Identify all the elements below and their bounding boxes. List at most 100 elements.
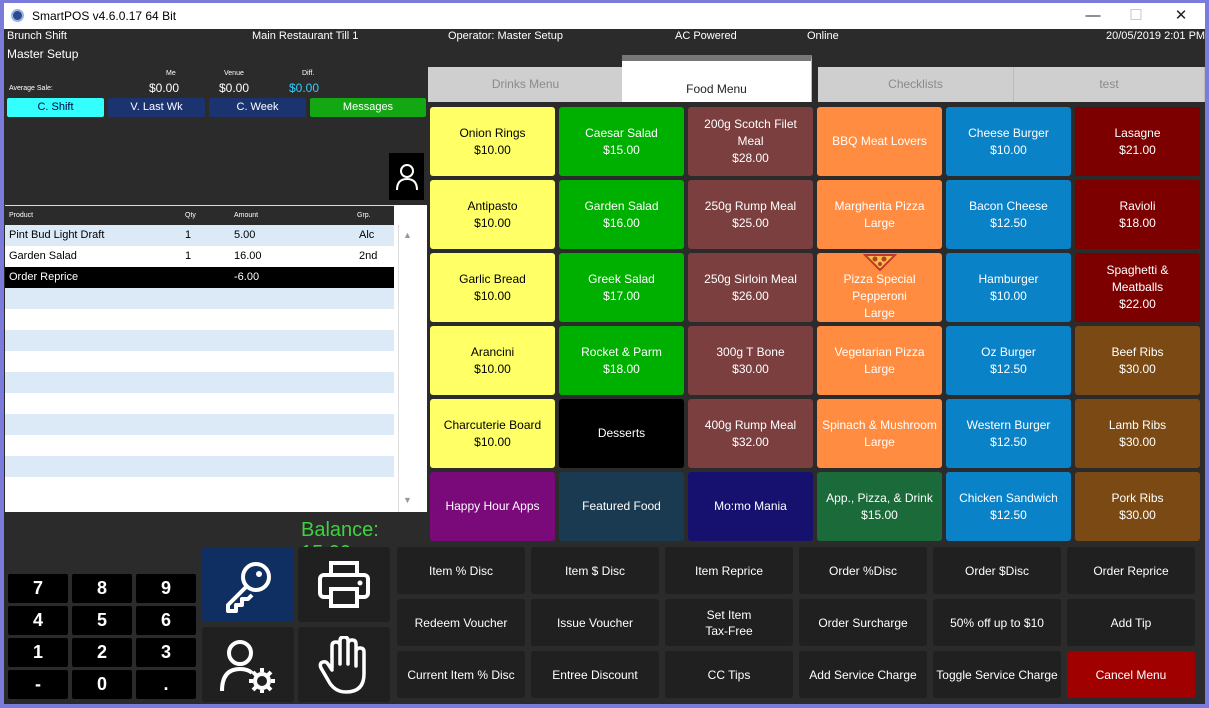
menu-item-250g-rump-meal[interactable]: 250g Rump Meal $25.00 [688, 180, 813, 249]
add-service-charge-button[interactable]: Add Service Charge [799, 651, 927, 698]
key-button[interactable] [202, 547, 294, 622]
menu-item-300g-t-bone[interactable]: 300g T Bone $30.00 [688, 326, 813, 395]
menu-item-western-burger[interactable]: Western Burger $12.50 [946, 399, 1071, 468]
numpad-key[interactable]: 9 [136, 574, 196, 603]
order-row[interactable] [5, 351, 394, 372]
order-row[interactable] [5, 330, 394, 351]
menu-item-mo-mo-mania[interactable]: Mo:mo Mania [688, 472, 813, 541]
minimize-button[interactable]: — [1085, 7, 1101, 24]
print-button[interactable] [298, 547, 390, 622]
numpad-key[interactable]: 8 [72, 574, 132, 603]
hold-button[interactable] [298, 627, 390, 702]
menu-item-pizza-special-pepperoni[interactable]: Pizza Special Pepperoni Large [817, 253, 942, 322]
menu-item-garden-salad[interactable]: Garden Salad $16.00 [559, 180, 684, 249]
cc-tips-button[interactable]: CC Tips [665, 651, 793, 698]
user-button[interactable] [389, 153, 424, 200]
toggle-service-charge-button[interactable]: Toggle Service Charge [933, 651, 1061, 698]
c-shift-button[interactable]: C. Shift [7, 98, 104, 117]
numpad-key[interactable]: 6 [136, 606, 196, 635]
menu-item-spinach-mushroom[interactable]: Spinach & Mushroom Large [817, 399, 942, 468]
scroll-up-icon[interactable]: ▲ [403, 230, 412, 240]
menu-item-margherita-pizza[interactable]: Margherita Pizza Large [817, 180, 942, 249]
menu-item-arancini[interactable]: Arancini $10.00 [430, 326, 555, 395]
order-surcharge-button[interactable]: Order Surcharge [799, 599, 927, 646]
user-settings-button[interactable] [202, 627, 294, 702]
item-disc-button[interactable]: Item $ Disc [531, 547, 659, 594]
redeem-voucher-button[interactable]: Redeem Voucher [397, 599, 525, 646]
menu-item-spaghetti-meatballs[interactable]: Spaghetti & Meatballs $22.00 [1075, 253, 1200, 322]
menu-item-400g-rump-meal[interactable]: 400g Rump Meal $32.00 [688, 399, 813, 468]
menu-item-antipasto[interactable]: Antipasto $10.00 [430, 180, 555, 249]
menu-item-lamb-ribs[interactable]: Lamb Ribs $30.00 [1075, 399, 1200, 468]
order-row[interactable] [5, 372, 394, 393]
menu-item-vegetarian-pizza[interactable]: Vegetarian Pizza Large [817, 326, 942, 395]
menu-item-chicken-sandwich[interactable]: Chicken Sandwich $12.50 [946, 472, 1071, 541]
tab-checklists[interactable]: Checklists [818, 67, 1014, 102]
menu-item-beef-ribs[interactable]: Beef Ribs $30.00 [1075, 326, 1200, 395]
order-row[interactable] [5, 477, 394, 498]
menu-item-desserts[interactable]: Desserts [559, 399, 684, 468]
order-row[interactable] [5, 456, 394, 477]
numpad-key[interactable]: 2 [72, 638, 132, 667]
order-row[interactable] [5, 393, 394, 414]
tab-drinks-menu[interactable]: Drinks Menu [428, 67, 624, 102]
c-week-button[interactable]: C. Week [209, 98, 306, 117]
menu-item-onion-rings[interactable]: Onion Rings $10.00 [430, 107, 555, 176]
order-scrollbar[interactable]: ▲ ▼ [398, 225, 427, 512]
maximize-button[interactable]: ☐ [1129, 7, 1143, 24]
menu-item-happy-hour-apps[interactable]: Happy Hour Apps [430, 472, 555, 541]
order-reprice-button[interactable]: Order Reprice [1067, 547, 1195, 594]
numpad-key[interactable]: 4 [8, 606, 68, 635]
messages-button[interactable]: Messages [310, 98, 426, 117]
menu-item-charcuterie-board[interactable]: Charcuterie Board $10.00 [430, 399, 555, 468]
numpad-key[interactable]: 1 [8, 638, 68, 667]
menu-item-pork-ribs[interactable]: Pork Ribs $30.00 [1075, 472, 1200, 541]
issue-voucher-button[interactable]: Issue Voucher [531, 599, 659, 646]
window-title: SmartPOS v4.6.0.17 64 Bit [32, 9, 177, 23]
set-item-tax-free-button[interactable]: Set Item Tax-Free [665, 599, 793, 646]
tab-test[interactable]: test [1014, 67, 1205, 102]
order-row[interactable] [5, 288, 394, 309]
menu-item-hamburger[interactable]: Hamburger $10.00 [946, 253, 1071, 322]
menu-item-rocket-parm[interactable]: Rocket & Parm $18.00 [559, 326, 684, 395]
menu-item-bbq-meat-lovers[interactable]: BBQ Meat Lovers [817, 107, 942, 176]
cancel-menu-button[interactable]: Cancel Menu [1067, 651, 1195, 698]
order-row[interactable]: Order Reprice -6.00 [5, 267, 394, 288]
numpad-key[interactable]: 0 [72, 670, 132, 699]
menu-item-oz-burger[interactable]: Oz Burger $12.50 [946, 326, 1071, 395]
scroll-down-icon[interactable]: ▼ [403, 495, 412, 505]
menu-item-250g-sirloin-meal[interactable]: 250g Sirloin Meal $26.00 [688, 253, 813, 322]
numpad-key[interactable]: 7 [8, 574, 68, 603]
numpad-key[interactable]: 5 [72, 606, 132, 635]
menu-item-app-pizza-drink[interactable]: App., Pizza, & Drink $15.00 [817, 472, 942, 541]
item-disc-button[interactable]: Item % Disc [397, 547, 525, 594]
numpad-key[interactable]: 3 [136, 638, 196, 667]
current-item-disc-button[interactable]: Current Item % Disc [397, 651, 525, 698]
order-disc-button[interactable]: Order $Disc [933, 547, 1061, 594]
order-row[interactable] [5, 414, 394, 435]
v-last-wk-button[interactable]: V. Last Wk [108, 98, 205, 117]
setup-label: Master Setup [7, 47, 79, 61]
close-button[interactable]: ✕ [1174, 7, 1188, 24]
order-row[interactable]: Garden Salad 1 16.00 2nd [5, 246, 394, 267]
menu-item-cheese-burger[interactable]: Cheese Burger $10.00 [946, 107, 1071, 176]
menu-item-caesar-salad[interactable]: Caesar Salad $15.00 [559, 107, 684, 176]
50-off-up-to-10-button[interactable]: 50% off up to $10 [933, 599, 1061, 646]
menu-item-lasagne[interactable]: Lasagne $21.00 [1075, 107, 1200, 176]
menu-item-bacon-cheese[interactable]: Bacon Cheese $12.50 [946, 180, 1071, 249]
order-row[interactable] [5, 435, 394, 456]
tab-food-menu[interactable]: Food Menu [622, 55, 812, 102]
item-reprice-button[interactable]: Item Reprice [665, 547, 793, 594]
order-row[interactable] [5, 309, 394, 330]
numpad-key[interactable]: - [8, 670, 68, 699]
menu-item-featured-food[interactable]: Featured Food [559, 472, 684, 541]
menu-item-200g-scotch-filet-meal[interactable]: 200g Scotch Filet Meal $28.00 [688, 107, 813, 176]
menu-item-greek-salad[interactable]: Greek Salad $17.00 [559, 253, 684, 322]
order-disc-button[interactable]: Order %Disc [799, 547, 927, 594]
numpad-key[interactable]: . [136, 670, 196, 699]
add-tip-button[interactable]: Add Tip [1067, 599, 1195, 646]
entree-discount-button[interactable]: Entree Discount [531, 651, 659, 698]
menu-item-garlic-bread[interactable]: Garlic Bread $10.00 [430, 253, 555, 322]
menu-item-ravioli[interactable]: Ravioli $18.00 [1075, 180, 1200, 249]
order-row[interactable]: Pint Bud Light Draft 1 5.00 Alc [5, 225, 394, 246]
